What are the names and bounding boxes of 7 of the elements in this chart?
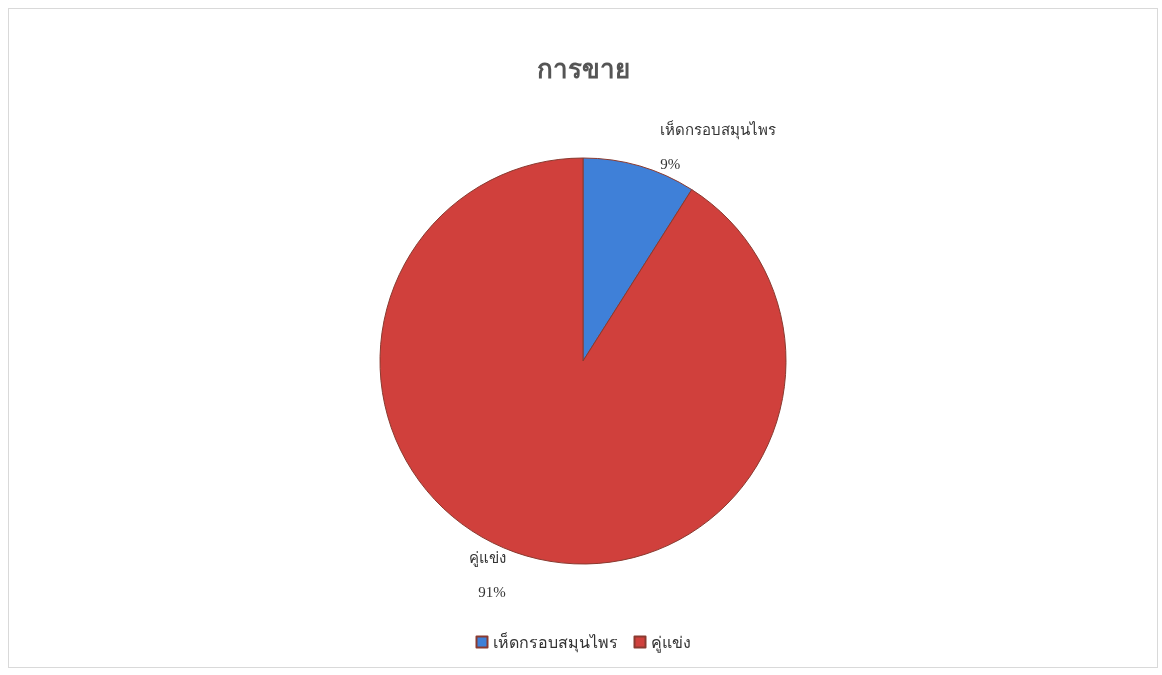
chart-title: การขาย — [536, 54, 630, 84]
legend-label: เห็ดกรอบสมุนไพร — [492, 631, 618, 653]
slice-label: เห็ดกรอบสมุนไพร — [660, 119, 777, 140]
legend-label: คู่แข่ง — [650, 633, 691, 653]
data-label: 9% — [660, 155, 681, 172]
slice-label: คู่แข่ง — [468, 550, 506, 568]
data-label: 91% — [478, 584, 506, 601]
